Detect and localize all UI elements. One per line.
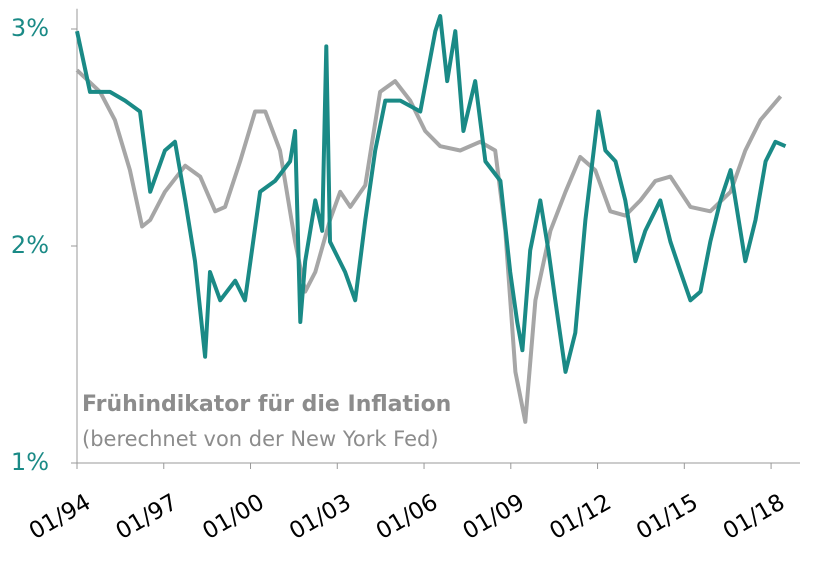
x-tick-label: 01/00: [198, 489, 268, 545]
x-tick-label: 01/06: [372, 489, 442, 545]
y-tick-label: 2%: [11, 231, 49, 259]
series-line: [75, 68, 783, 424]
annotation: (berechnet von der New York Fed): [82, 427, 439, 451]
x-tick-label: 01/94: [25, 489, 95, 545]
series-label: Frühindikator für die Inflation: [82, 392, 451, 417]
y-tick-label: 1%: [11, 448, 49, 476]
x-tick-label: 01/18: [719, 489, 789, 545]
x-tick-label: 01/09: [459, 489, 529, 545]
y-tick-label: 3%: [11, 14, 49, 42]
x-tick-label: 01/15: [632, 489, 702, 545]
x-tick-label: 01/97: [112, 489, 182, 545]
x-tick-label: 01/12: [545, 489, 615, 545]
x-tick-label: 01/03: [285, 489, 355, 545]
series-line: [75, 14, 787, 374]
